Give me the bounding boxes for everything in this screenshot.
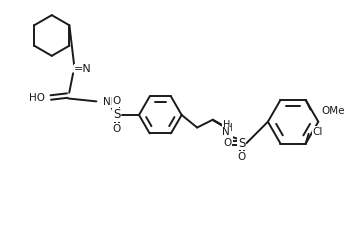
Text: H: H	[225, 123, 233, 133]
Text: =N: =N	[74, 64, 92, 74]
Text: N: N	[224, 132, 232, 142]
Text: O: O	[238, 152, 246, 162]
Text: H: H	[224, 124, 232, 134]
Text: NH: NH	[103, 97, 119, 107]
Text: O: O	[223, 138, 231, 148]
Text: OMe: OMe	[321, 106, 345, 116]
Text: O: O	[113, 96, 121, 106]
Text: Cl: Cl	[312, 127, 323, 137]
Text: HO: HO	[29, 93, 45, 103]
Text: N: N	[222, 127, 230, 137]
Text: H: H	[223, 120, 230, 130]
Text: S: S	[113, 109, 120, 121]
Text: O: O	[113, 123, 121, 133]
Text: S: S	[238, 137, 245, 150]
